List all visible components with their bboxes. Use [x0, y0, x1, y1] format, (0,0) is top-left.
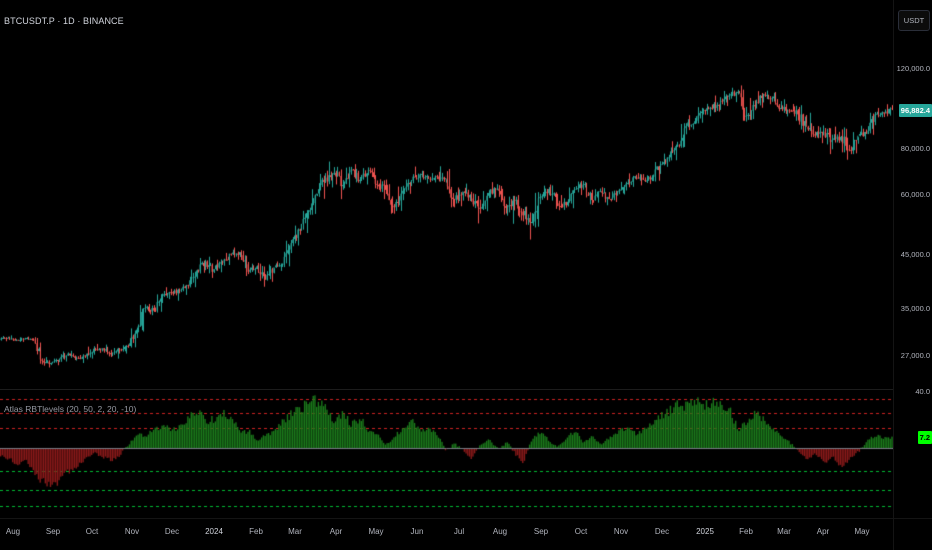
price-chart-pane[interactable]: [0, 0, 893, 389]
price-axis-tick: 60,000.0: [900, 190, 930, 199]
time-axis-tick: Mar: [288, 527, 302, 536]
indicator-pane[interactable]: [0, 390, 893, 518]
price-axis-tick: 80,000.0: [900, 144, 930, 153]
time-axis-tick: Feb: [739, 527, 753, 536]
price-candlestick-canvas[interactable]: [0, 0, 893, 389]
time-axis-tick: 2024: [205, 527, 223, 536]
time-axis-tick: Mar: [777, 527, 791, 536]
time-axis-tick: Aug: [5, 527, 21, 536]
indicator-legend[interactable]: Atlas RBTlevels (20, 50, 2, 20, -10): [4, 404, 137, 414]
price-axis-tick: 35,000.0: [900, 304, 930, 313]
price-axis-tick: 120,000.0: [896, 64, 930, 73]
time-axis-tick: Aug: [492, 527, 508, 536]
price-axis-tick: 27,000.0: [900, 351, 930, 360]
current-indicator-value-badge[interactable]: 7.2: [917, 431, 932, 444]
time-axis-tick: Nov: [613, 527, 629, 536]
time-axis-tick: Oct: [85, 527, 99, 536]
price-axis-tick: 45,000.0: [900, 250, 930, 259]
time-axis-tick: Jul: [453, 527, 465, 536]
time-axis-tick: Dec: [164, 527, 180, 536]
current-price-badge[interactable]: 96,882.4: [898, 104, 932, 117]
symbol-legend[interactable]: BTCUSDT.P · 1D · BINANCE: [4, 16, 124, 26]
time-axis-tick: Feb: [249, 527, 263, 536]
time-axis-tick: 2025: [696, 527, 714, 536]
time-axis-tick: May: [368, 527, 384, 536]
pane-separator[interactable]: [0, 389, 893, 390]
time-axis[interactable]: Aug Sep Oct Nov Dec 2024 Feb Mar Apr May Jun Jul Aug…: [0, 518, 932, 550]
time-axis-tick: May: [854, 527, 870, 536]
time-axis-tick: Sep: [45, 527, 61, 536]
time-axis-tick: Dec: [654, 527, 670, 536]
currency-badge[interactable]: USDT: [898, 10, 930, 31]
time-axis-tick: Apr: [329, 527, 343, 536]
time-axis-tick: Jun: [410, 527, 424, 536]
time-axis-tick: Apr: [816, 527, 830, 536]
time-axis-tick: Nov: [124, 527, 140, 536]
time-axis-tick: Sep: [533, 527, 549, 536]
price-axis[interactable]: USDT 120,000.0 80,000.0 60,000.0 45,000.0 35…: [893, 0, 932, 518]
indicator-axis-tick: 40.0: [915, 387, 930, 396]
indicator-histogram-canvas[interactable]: [0, 390, 893, 518]
axis-corner[interactable]: [893, 518, 932, 550]
time-axis-tick: Oct: [574, 527, 588, 536]
